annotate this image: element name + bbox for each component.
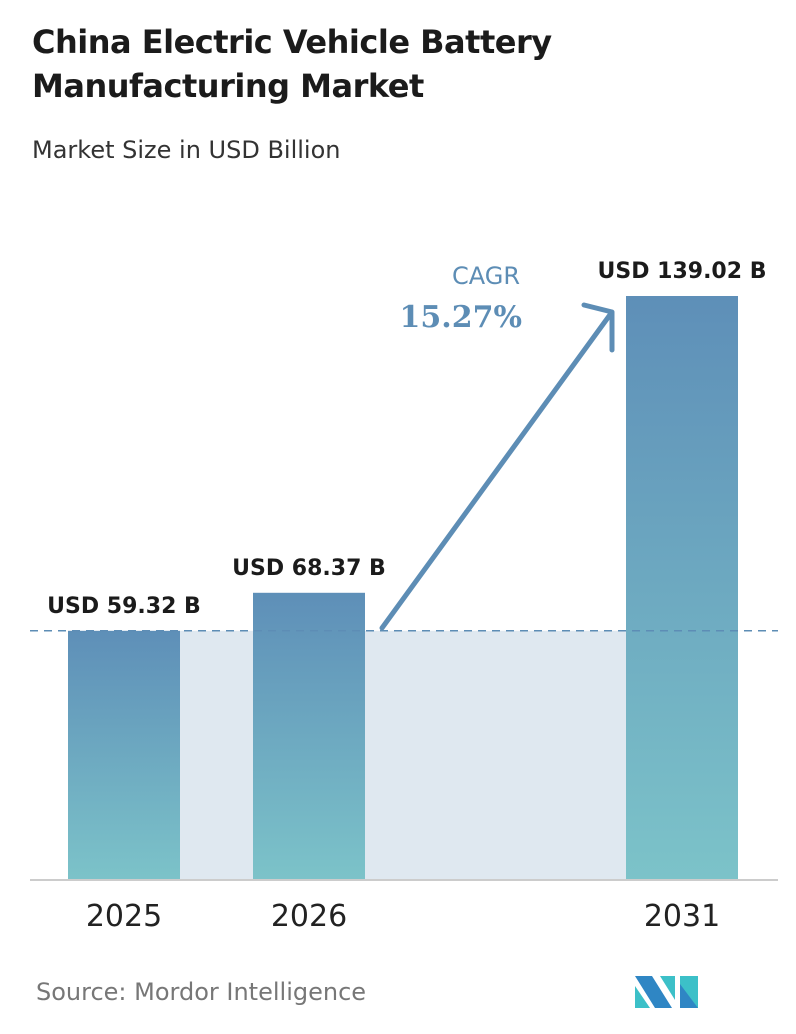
x-tick-2026: 2026 (271, 899, 347, 934)
logo-mark (660, 976, 675, 1000)
data-label-2031: USD 139.02 B (598, 259, 767, 284)
cagr-label: CAGR (452, 262, 520, 290)
logo-mark (680, 984, 698, 1008)
chart-title: China Electric Vehicle Battery Manufactu… (32, 23, 552, 105)
data-label-2026: USD 68.37 B (232, 556, 386, 581)
bar-2025 (68, 630, 180, 880)
bar-2026 (253, 592, 365, 880)
source-text: Source: Mordor Intelligence (36, 978, 367, 1006)
logo-mark (635, 976, 672, 1008)
shaded-region (180, 630, 626, 880)
chart-subtitle: Market Size in USD Billion (32, 136, 341, 164)
cagr-value: 15.27% (400, 300, 522, 335)
data-label-2025: USD 59.32 B (47, 594, 201, 619)
x-tick-2031: 2031 (644, 899, 720, 934)
logo-mark (635, 986, 650, 1008)
x-tick-2025: 2025 (86, 899, 162, 934)
cagr-arrow (379, 302, 615, 631)
bar-2031 (626, 296, 738, 880)
